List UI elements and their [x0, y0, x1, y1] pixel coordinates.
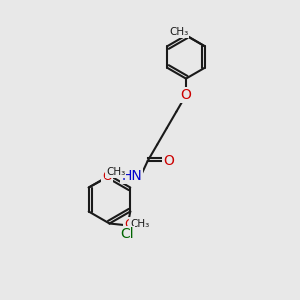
Text: Cl: Cl	[121, 227, 134, 241]
Text: CH₃: CH₃	[106, 167, 125, 177]
Text: O: O	[181, 88, 191, 102]
Text: CH₃: CH₃	[130, 219, 150, 229]
Text: O: O	[102, 170, 112, 184]
Text: O: O	[124, 218, 134, 232]
Text: O: O	[163, 154, 174, 168]
Text: CH₃: CH₃	[169, 27, 188, 37]
Text: HN: HN	[121, 169, 142, 183]
